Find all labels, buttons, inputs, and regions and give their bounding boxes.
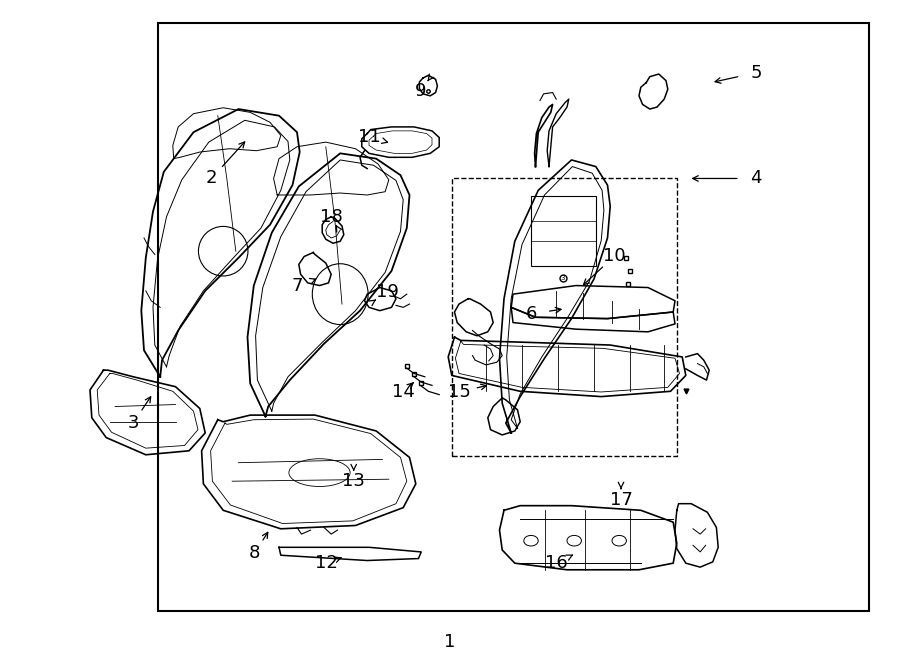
Text: 9: 9: [415, 82, 426, 100]
Text: 4: 4: [751, 169, 761, 188]
Text: 2: 2: [206, 169, 217, 188]
Text: 14: 14: [392, 383, 415, 401]
Text: 18: 18: [320, 208, 343, 226]
Text: 13: 13: [342, 472, 365, 490]
Text: 15: 15: [447, 383, 471, 401]
Text: 10: 10: [603, 247, 626, 265]
Text: 8: 8: [249, 544, 260, 563]
Text: 5: 5: [751, 63, 761, 82]
Text: 17: 17: [609, 491, 633, 510]
Text: 16: 16: [544, 554, 568, 572]
Text: 11: 11: [357, 128, 381, 146]
Bar: [158, 23, 868, 611]
Text: 7: 7: [292, 277, 302, 295]
Bar: [452, 178, 677, 456]
Bar: [531, 196, 596, 266]
Text: 19: 19: [375, 283, 399, 301]
Text: 12: 12: [315, 554, 338, 572]
Text: 6: 6: [526, 305, 536, 323]
Text: 1: 1: [445, 633, 455, 652]
Text: 3: 3: [128, 414, 139, 432]
Text: 3: 3: [560, 274, 565, 281]
